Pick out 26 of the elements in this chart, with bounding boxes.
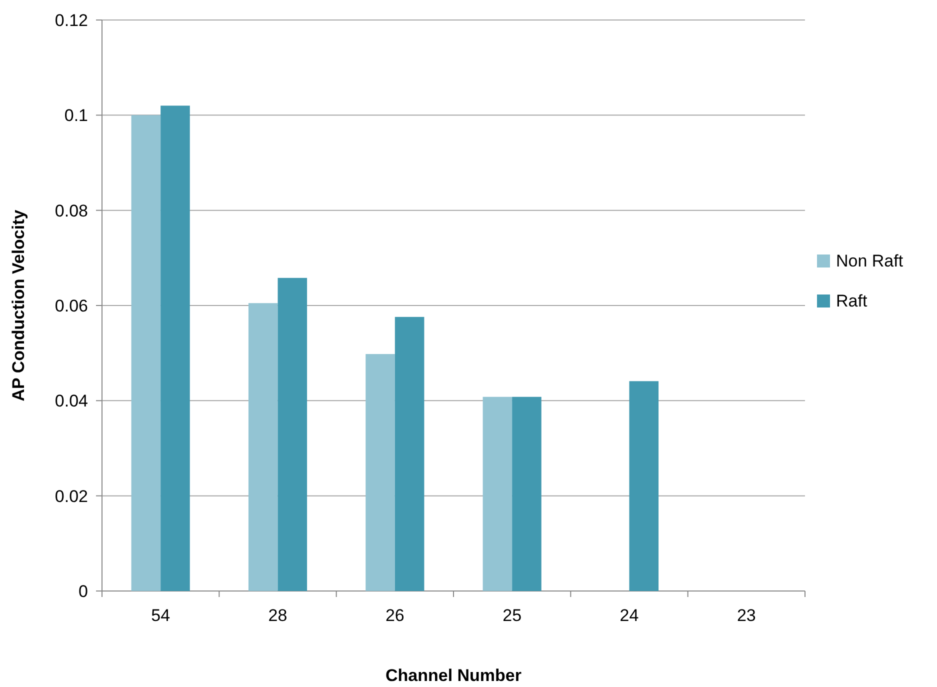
y-axis-title: AP Conduction Velocity <box>9 209 28 402</box>
x-tick-label: 26 <box>385 606 404 625</box>
x-tick-label: 28 <box>268 606 288 625</box>
y-tick-label: 0.12 <box>54 10 88 30</box>
bar <box>278 278 308 591</box>
y-tick-label: 0.1 <box>64 106 88 126</box>
bar <box>131 115 161 591</box>
bar <box>366 354 395 591</box>
x-tick-label: 54 <box>151 606 170 625</box>
x-tick-label: 23 <box>736 606 756 625</box>
bar <box>512 396 542 591</box>
legend-label: Non Raft <box>836 251 904 270</box>
bar <box>160 106 190 591</box>
y-tick-label: 0.02 <box>54 486 88 506</box>
x-axis-title: Channel Number <box>385 666 522 685</box>
y-tick-label: 0.06 <box>54 296 88 316</box>
x-tick-label: 24 <box>620 606 639 625</box>
y-tick-label: 0.04 <box>54 392 88 411</box>
bar <box>394 316 424 591</box>
y-tick-label: 0 <box>78 582 88 601</box>
legend-label: Raft <box>836 291 868 310</box>
bar <box>482 396 512 591</box>
bar <box>248 303 278 591</box>
bar <box>629 381 659 591</box>
x-tick-label: 25 <box>502 606 522 625</box>
y-tick-label: 0.08 <box>54 201 88 220</box>
